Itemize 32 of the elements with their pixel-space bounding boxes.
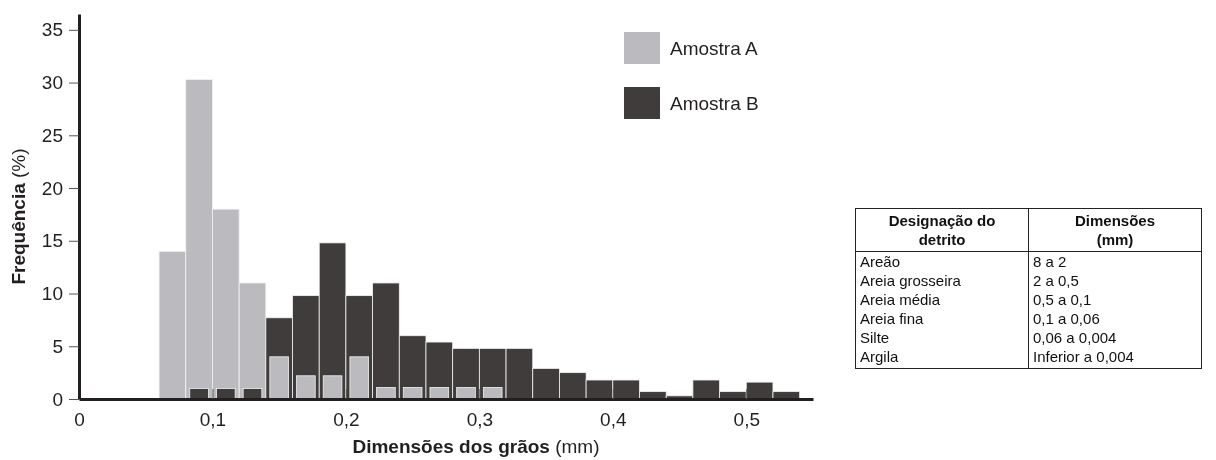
text: Silte (855, 328, 1029, 347)
text: 8 a 2 (1028, 251, 1202, 271)
text: 0,5 a 0,1 (1028, 290, 1202, 309)
y-tick-label: 15 (41, 230, 63, 252)
x-tick-label: 0,3 (466, 409, 494, 431)
x-tick-label: 0,4 (600, 409, 627, 431)
y-tick-label: 30 (41, 72, 63, 94)
text: Areia grosseira (855, 271, 1029, 290)
text: Argila (855, 347, 1029, 369)
x-tick-label: 0,1 (199, 409, 227, 431)
y-tick-label: 10 (41, 283, 63, 305)
text: 2 a 0,5 (1028, 271, 1202, 290)
x-tick-label: 0,5 (733, 409, 760, 431)
text: 0,1 a 0,06 (1028, 309, 1202, 328)
y-tick-label: 5 (52, 335, 63, 357)
y-tick-label: 20 (41, 177, 63, 199)
x-tick-label: 0,2 (333, 409, 360, 431)
text: Designação do detrito (855, 208, 1029, 252)
text: 0,06 a 0,004 (1028, 328, 1202, 347)
y-tick-label: 35 (41, 19, 63, 41)
legend-label: Amostra B (670, 93, 759, 114)
text: Areia média (855, 290, 1029, 309)
legend-label: Amostra A (670, 38, 758, 59)
x-axis-title: Dimensões dos grãos (mm) (352, 436, 600, 457)
text: Dimensões (mm) (1028, 208, 1202, 252)
text: Areão (855, 251, 1029, 271)
text: Areia fina (855, 309, 1029, 328)
y-tick-label: 0 (52, 388, 63, 410)
y-axis-title: Frequência (%) (8, 148, 29, 285)
x-tick-label: 0 (74, 409, 85, 431)
y-tick-label: 25 (41, 124, 63, 146)
text: Inferior a 0,004 (1028, 347, 1202, 369)
